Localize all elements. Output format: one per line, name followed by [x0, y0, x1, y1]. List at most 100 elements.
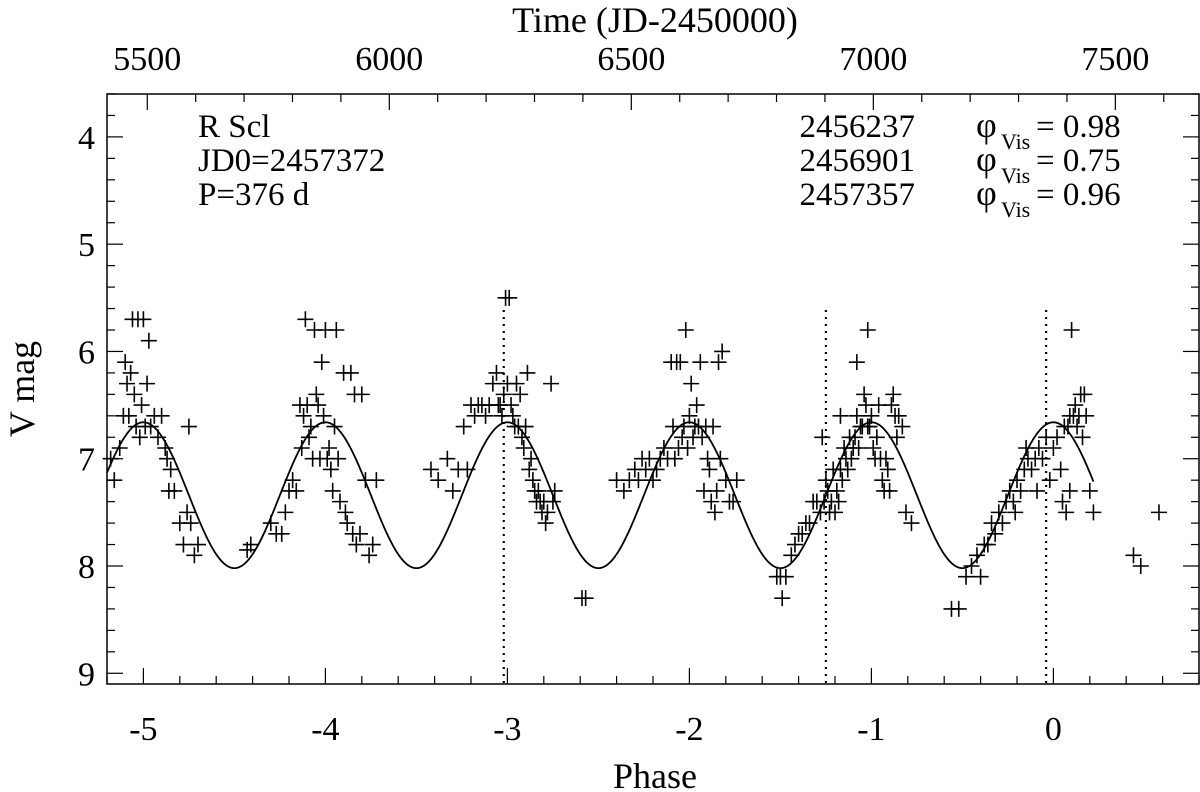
data-point — [1067, 397, 1084, 414]
data-point — [890, 407, 907, 424]
data-point — [310, 397, 327, 414]
data-point — [543, 375, 560, 392]
data-point — [645, 472, 661, 489]
data-point — [328, 322, 345, 338]
data-point — [1058, 504, 1075, 521]
data-point — [777, 568, 794, 585]
data-point — [293, 440, 310, 456]
data-point — [705, 418, 722, 435]
y-tick-label: 8 — [78, 549, 95, 586]
data-point — [1034, 450, 1051, 467]
data-point — [186, 547, 203, 564]
data-point — [515, 440, 532, 456]
data-point — [455, 418, 472, 435]
info-left-line: R Scl — [198, 109, 270, 145]
data-point — [839, 461, 856, 478]
data-point — [848, 354, 865, 371]
data-point — [288, 482, 305, 499]
epoch-jd: 2457357 — [800, 177, 916, 213]
phi-symbol: φ — [976, 139, 997, 179]
data-point — [508, 375, 525, 392]
data-point — [725, 493, 742, 510]
data-point — [517, 418, 534, 435]
axis-ticks — [106, 93, 1200, 684]
data-point — [1041, 472, 1058, 489]
data-point — [262, 515, 279, 532]
axis-tick-labels: -5 -4 -3 -2 -1 0 5500 6000 6500 7000 7500 4 5 6 7 8 9 — [78, 41, 1149, 748]
data-point — [987, 525, 1004, 542]
data-point — [339, 515, 356, 532]
phi-subscript: Vis — [1001, 197, 1030, 222]
epoch-jd: 2456901 — [800, 143, 916, 179]
data-point — [1049, 429, 1066, 446]
data-point — [512, 386, 529, 403]
phi-value: = 0.96 — [1036, 177, 1121, 213]
data-point — [495, 386, 512, 403]
data-point — [348, 536, 365, 553]
data-point — [710, 354, 727, 371]
data-point — [477, 407, 494, 424]
phi-subscript: Vis — [1001, 129, 1030, 154]
data-point — [830, 493, 847, 510]
data-point — [861, 418, 878, 435]
y-tick-label: 9 — [78, 656, 95, 693]
model-curve-line — [106, 421, 1095, 570]
data-point — [1054, 493, 1071, 510]
data-point — [577, 590, 594, 607]
data-point — [519, 364, 536, 381]
data-point — [351, 525, 368, 542]
data-point — [504, 407, 521, 424]
data-point — [1081, 482, 1098, 499]
data-point — [958, 568, 975, 585]
data-point — [315, 407, 332, 424]
data-point — [1029, 482, 1046, 499]
data-point — [135, 311, 152, 328]
data-point — [1052, 461, 1069, 478]
phi-value: = 0.75 — [1036, 143, 1121, 179]
data-point — [273, 525, 290, 542]
top-tick-label: 6000 — [355, 41, 423, 78]
data-point — [865, 440, 882, 456]
data-point — [801, 515, 818, 532]
data-point — [277, 504, 294, 521]
data-point — [353, 386, 370, 403]
data-point — [364, 536, 381, 553]
x-tick-label: -4 — [311, 711, 339, 748]
data-point — [1078, 407, 1095, 424]
data-point — [102, 450, 119, 467]
y-tick-label: 7 — [78, 442, 95, 479]
data-point — [149, 429, 166, 446]
data-point — [524, 472, 541, 489]
data-point — [897, 504, 914, 521]
data-point — [126, 386, 143, 403]
data-point — [501, 289, 518, 306]
data-point — [324, 482, 341, 499]
data-point — [368, 472, 385, 489]
data-point — [828, 482, 845, 499]
data-point — [694, 429, 711, 446]
epoch-jd: 2456237 — [800, 109, 916, 145]
data-point — [683, 375, 700, 392]
top-tick-label: 7500 — [1081, 41, 1149, 78]
data-point — [1150, 504, 1167, 521]
data-point — [681, 407, 698, 424]
data-point — [120, 407, 137, 424]
data-point — [331, 493, 348, 510]
data-point — [972, 568, 989, 585]
data-point — [313, 354, 330, 371]
x-tick-label: 0 — [1045, 711, 1062, 748]
data-point — [544, 493, 561, 510]
data-point — [963, 558, 980, 574]
top-tick-label: 5500 — [113, 41, 181, 78]
data-point — [1007, 504, 1024, 521]
data-point — [883, 397, 900, 414]
x-axis-title: Phase — [613, 756, 697, 792]
data-point — [1045, 440, 1062, 456]
x-tick-label: -5 — [129, 711, 157, 748]
data-point — [153, 407, 170, 424]
data-point — [701, 461, 718, 478]
data-point — [1023, 461, 1040, 478]
data-point — [856, 386, 873, 403]
data-point — [166, 482, 183, 499]
model-curve — [106, 421, 1095, 570]
